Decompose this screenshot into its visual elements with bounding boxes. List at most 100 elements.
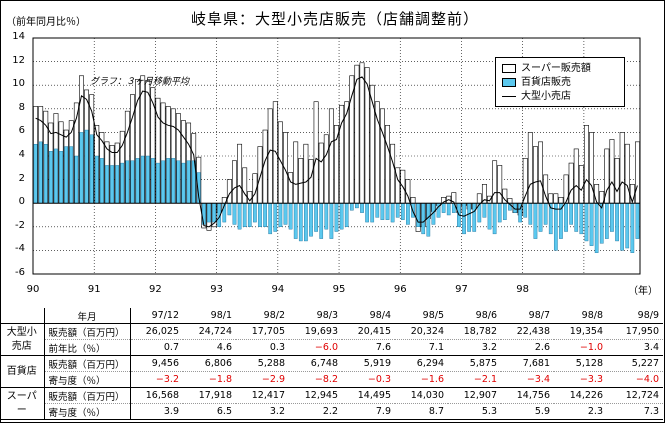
table-cell: −1.6: [395, 371, 448, 388]
bar-dept: [207, 202, 211, 223]
bar-dept: [339, 202, 344, 230]
table-cell: 2.6: [501, 339, 554, 356]
legend-swatch-dept: [502, 77, 516, 87]
bar-dept: [227, 202, 232, 216]
table-cell: −3.2: [130, 371, 183, 388]
bar-dept: [166, 158, 171, 204]
bar-dept: [232, 202, 237, 225]
table-cell: −3.4: [501, 371, 554, 388]
table-cell: 17,918: [183, 387, 236, 404]
bar-dept: [446, 202, 451, 216]
table-cell: 19,693: [289, 323, 342, 340]
table-cell: 12,724: [607, 387, 663, 404]
table-header-cell: 98/6: [448, 308, 501, 324]
bar-super: [237, 143, 243, 204]
bar-super: [548, 193, 554, 204]
chart-annotation: グラフ：３ヶ月移動平均: [90, 77, 190, 87]
bar-dept: [370, 202, 375, 223]
bar-dept: [120, 162, 125, 204]
bar-super: [385, 125, 390, 204]
bar-super: [527, 132, 533, 204]
table-cell: 6,806: [183, 355, 236, 372]
bar-dept: [115, 165, 120, 204]
table-cell: 7.9: [342, 403, 395, 420]
bar-dept: [258, 202, 262, 227]
bar-dept: [406, 202, 410, 225]
x-tick-label: 92: [149, 284, 162, 295]
table-cell: 5.9: [501, 403, 554, 420]
table-cell: 2.2: [289, 403, 342, 420]
bar-dept: [273, 202, 278, 232]
bar-dept: [69, 146, 74, 204]
bar-dept: [462, 202, 466, 235]
table-cell: 3.2: [236, 403, 289, 420]
table-cell: −2.1: [448, 371, 501, 388]
bar-super: [558, 197, 564, 204]
table-cell: 12,907: [448, 387, 501, 404]
bar-super: [272, 101, 278, 204]
bar-dept: [380, 202, 385, 220]
bar-dept: [237, 202, 242, 230]
bar-dept: [43, 143, 48, 204]
bar-dept: [298, 202, 303, 242]
bar-dept: [125, 160, 130, 204]
bar-super: [390, 143, 396, 204]
x-tick-label: 93: [210, 284, 223, 295]
bar-dept: [497, 202, 502, 223]
line-large-store: [35, 76, 638, 228]
table-cell: 4.6: [183, 339, 236, 356]
bar-dept: [355, 202, 359, 209]
bar-super: [487, 195, 492, 204]
bar-dept: [288, 202, 293, 230]
bar-super: [497, 165, 503, 204]
bar-dept: [329, 202, 334, 239]
bar-dept: [528, 202, 533, 225]
bar-super: [476, 193, 482, 204]
bar-super: [318, 142, 324, 204]
bar-dept: [54, 148, 58, 204]
bar-dept: [416, 202, 420, 227]
legend-label-super: スーパー販売額: [521, 63, 591, 74]
legend-item-dept: 百貨店販売: [502, 77, 571, 89]
bar-dept: [268, 202, 273, 235]
table-row: 前年比（％） 0.7 4.6 0.3 −6.0 7.6 7.1 3.2 2.6 −1.0 3.4: [0, 339, 663, 356]
table-row: 大型小売店 販売額（百万円） 26,025 24,724 17,705 19,693 20,…: [0, 323, 663, 356]
bar-super: [578, 165, 584, 204]
bar-dept: [574, 202, 579, 232]
bar-dept: [487, 202, 492, 230]
bar-dept: [263, 202, 267, 227]
bar-dept: [426, 202, 431, 237]
table-cell: 12,417: [236, 387, 289, 404]
bar-dept: [151, 158, 155, 204]
table-cell: 0.3: [236, 339, 289, 356]
table-cell: 7.3: [607, 403, 663, 420]
bar-dept: [390, 202, 395, 223]
table-row: 寄与度（％） 3.9 6.5 3.2 2.2 7.9 8.7 5.3 5.9 2.3 7.3: [0, 403, 663, 420]
table-cell: 16,568: [130, 387, 183, 404]
table-group-label: 大型小売店: [0, 323, 45, 356]
bar-super: [298, 158, 304, 204]
bar-dept: [59, 151, 63, 204]
bar-dept: [293, 202, 298, 239]
table-cell: 14,226: [554, 387, 607, 404]
bar-dept: [553, 202, 558, 251]
table-cell: −1.8: [183, 371, 236, 388]
y-tick-label: -4: [15, 243, 25, 255]
table-cell: −0.3: [342, 371, 395, 388]
bar-dept: [304, 202, 308, 242]
bar-dept: [89, 134, 94, 204]
bar-super: [374, 101, 380, 204]
bar-dept: [441, 202, 446, 213]
table-cell: −4.0: [607, 371, 663, 388]
bar-super: [303, 143, 309, 204]
bar-super: [410, 197, 416, 204]
table-row: 寄与度（％） −3.2 −1.8 −2.9 −8.2 −0.3 −1.6 −2.1 −3.4 −3…: [0, 371, 663, 388]
bar-super: [242, 167, 248, 204]
bar-dept: [625, 202, 630, 249]
x-tick-label: 91: [87, 284, 101, 295]
table-header-cell: [0, 308, 45, 324]
x-tick-label: 95: [332, 284, 346, 295]
bar-dept: [74, 155, 79, 204]
table-cell: 3.4: [607, 339, 663, 356]
table-cell: 5,128: [554, 355, 607, 372]
